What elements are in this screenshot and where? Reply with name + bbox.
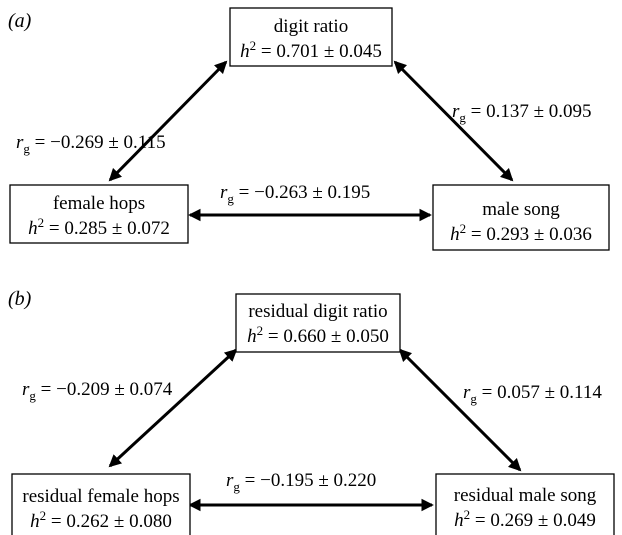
panel-b-node-top: residual digit ratio h2 = 0.660 ± 0.050: [235, 293, 401, 353]
panel-a-node-right: male song h2 = 0.293 ± 0.036: [432, 184, 610, 251]
panel-b-edge-top-left: [108, 348, 238, 468]
panel-b-node-left-heritability: h2 = 0.262 ± 0.080: [30, 508, 172, 532]
panel-a-node-left-heritability: h2 = 0.285 ± 0.072: [28, 215, 170, 239]
panel-a-node-top-name: digit ratio: [274, 16, 348, 37]
panel-b-node-left: residual female hops h2 = 0.262 ± 0.080: [11, 473, 191, 535]
panel-b-node-top-box: [235, 293, 401, 353]
panel-b-node-top-name: residual digit ratio: [248, 301, 387, 322]
panel-b-node-left-name: residual female hops: [22, 486, 179, 507]
panel-a-node-left-name: female hops: [53, 193, 145, 214]
panel-b-node-top-heritability: h2 = 0.660 ± 0.050: [247, 323, 389, 347]
panel-a-node-top-box: [229, 7, 393, 67]
panel-a-edge-top-right: [393, 60, 514, 182]
panel-b: (b) residual digit ratio h2 = 0.660 ± 0.…: [8, 288, 615, 535]
panel-b-edge-top-right-label: rg = 0.057 ± 0.114: [463, 382, 602, 406]
panel-b-edge-top-left-label: rg = −0.209 ± 0.074: [22, 379, 173, 403]
panel-a-edge-top-left: [108, 60, 228, 182]
panel-a-node-right-name: male song: [482, 199, 560, 220]
panel-b-node-left-box: [11, 473, 191, 535]
panel-a-edge-top-left-label: rg = −0.269 ± 0.115: [16, 132, 166, 156]
panel-b-label: (b): [8, 288, 32, 310]
panel-a-edge-top-right-label: rg = 0.137 ± 0.095: [452, 101, 592, 125]
panel-b-node-right-heritability: h2 = 0.269 ± 0.049: [454, 507, 596, 531]
panel-a: (a) digit ratio h2 = 0.701 ± 0.045 femal…: [8, 7, 610, 251]
panel-a-node-top: digit ratio h2 = 0.701 ± 0.045: [229, 7, 393, 67]
panel-a-node-top-heritability: h2 = 0.701 ± 0.045: [240, 38, 382, 62]
panel-b-edge-top-right: [398, 348, 522, 472]
panel-a-node-right-box: [432, 184, 610, 251]
panel-a-node-left-box: [9, 184, 189, 244]
panel-b-node-right-box: [435, 473, 615, 535]
panel-b-node-right-name: residual male song: [454, 485, 597, 506]
panel-a-label: (a): [8, 10, 32, 32]
panel-a-node-left: female hops h2 = 0.285 ± 0.072: [9, 184, 189, 244]
panel-b-node-right: residual male song h2 = 0.269 ± 0.049: [435, 473, 615, 535]
panel-b-edge-left-right-label: rg = −0.195 ± 0.220: [226, 470, 376, 494]
panel-a-node-right-heritability: h2 = 0.293 ± 0.036: [450, 221, 592, 245]
panel-a-edge-left-right-label: rg = −0.263 ± 0.195: [220, 182, 370, 206]
